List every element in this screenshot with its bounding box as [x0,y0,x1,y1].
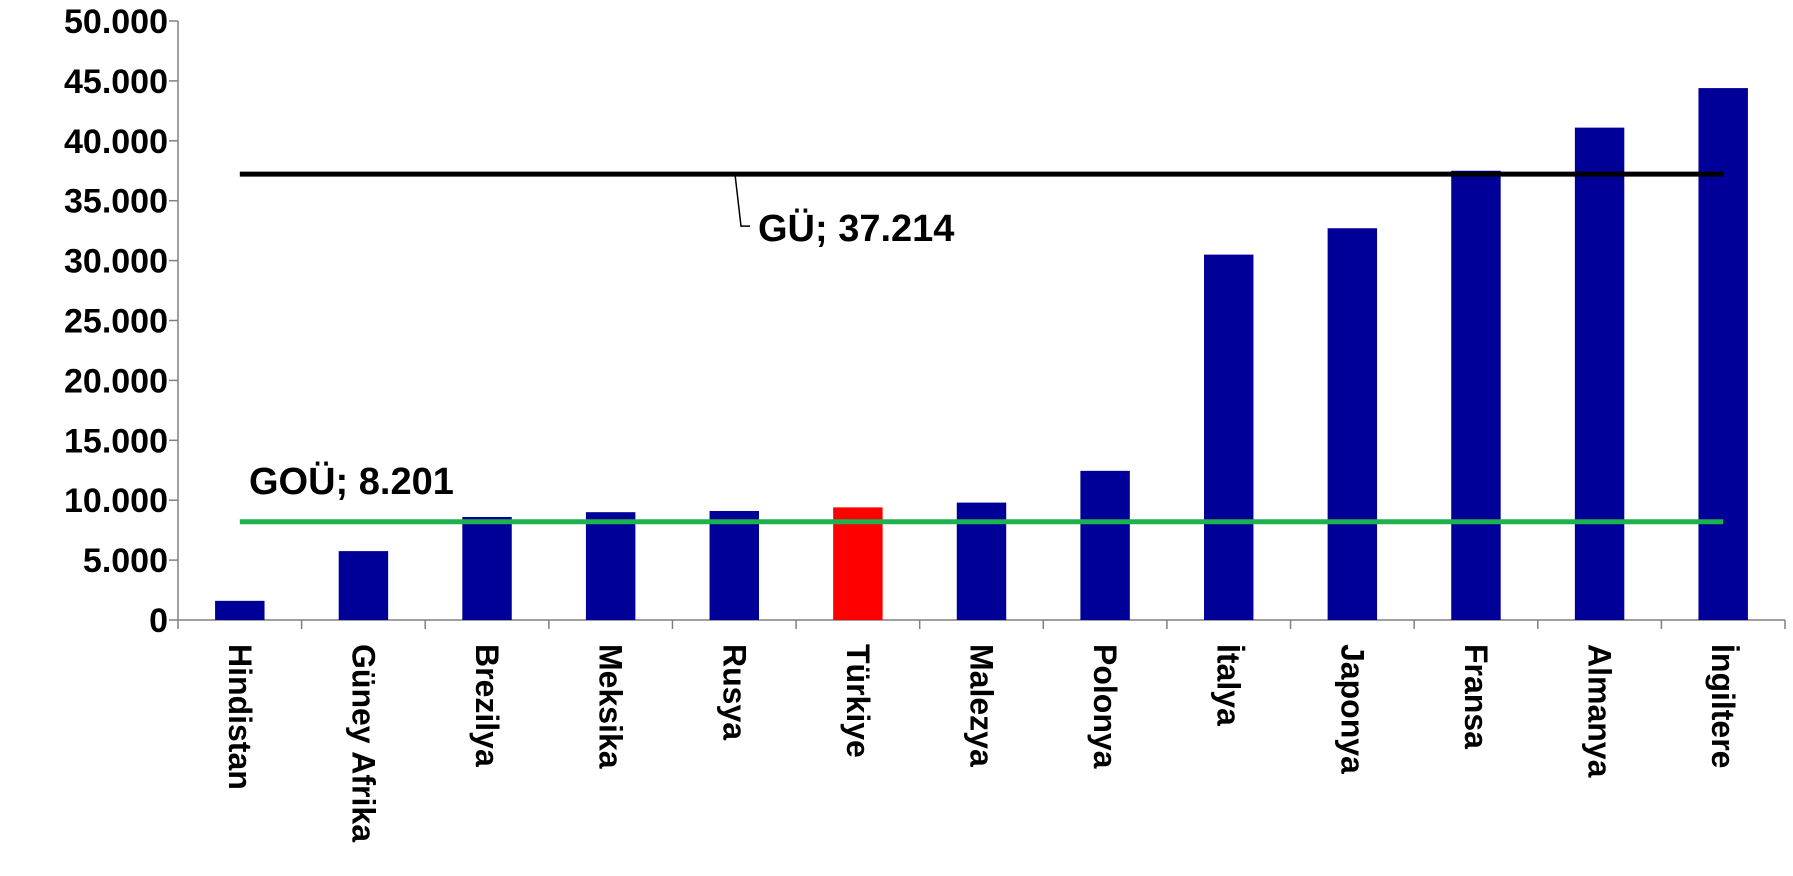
x-tick-label: Rusya [716,644,752,740]
y-tick-label: 25.000 [64,303,168,341]
bar [1327,228,1378,620]
y-tick-label: 20.000 [64,362,168,400]
bar [1574,127,1625,620]
y-tick-label: 40.000 [64,123,168,161]
bar [338,551,389,620]
bar [1698,88,1748,620]
y-tick-label: 50.000 [64,3,168,41]
x-tick-label: Almanya [1582,644,1618,778]
x-tick-label: Türkiye [840,644,876,758]
bar [585,512,636,620]
bar [1204,254,1254,621]
x-tick-label: Polonya [1087,644,1123,769]
y-tick-label: 0 [149,602,168,640]
x-tick-label: Hindistan [222,644,258,790]
y-tick-label: 10.000 [64,482,168,520]
bar [462,516,512,620]
x-tick-label: Malezya [964,644,1000,767]
x-tick-label: Brezilya [469,644,505,767]
bar [215,600,265,620]
y-tick-label: 30.000 [64,243,168,281]
x-tick-label: Güney Afrika [345,644,381,842]
x-tick-label: Meksika [593,644,629,769]
bar [709,510,759,620]
y-tick-label: 5.000 [83,542,168,580]
x-tick-label: İtalya [1211,644,1247,726]
bar [833,507,883,620]
x-tick-label: Japonya [1334,644,1370,774]
leader-line [734,174,750,227]
y-tick-label: 35.000 [64,183,168,221]
bar [1080,470,1130,620]
y-tick-label: 45.000 [64,63,168,101]
bar [1451,170,1501,620]
reference-label: GOÜ; 8.201 [249,460,454,503]
x-tick-label: Fransa [1458,644,1494,749]
y-tick-label: 15.000 [64,422,168,460]
reference-label: GÜ; 37.214 [758,207,954,250]
x-tick-label: İngiltere [1705,644,1741,768]
